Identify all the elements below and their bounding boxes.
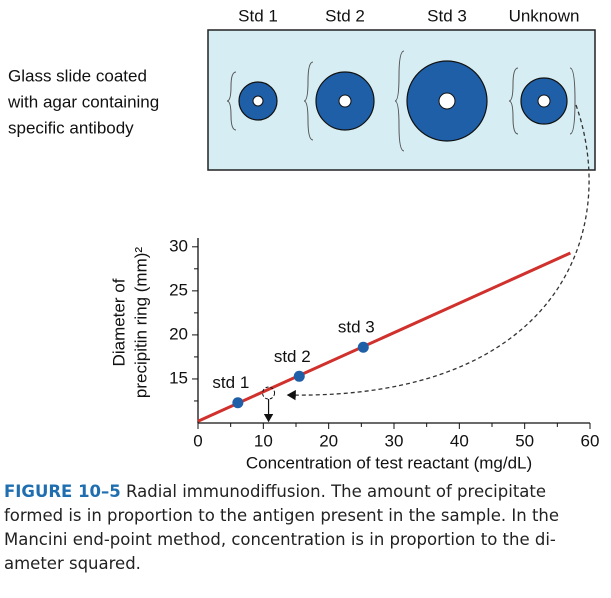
x-tick-label: 60: [581, 431, 600, 450]
y-tick-label: 25: [169, 280, 188, 299]
point: [357, 341, 369, 353]
chart: 0 10 20 30 40 50 60 15 20 25 30 Concentration of te…: [109, 236, 599, 472]
slide-label: with agar containing: [7, 92, 159, 111]
bracket: [508, 67, 519, 135]
y-tick-label: 20: [169, 324, 188, 343]
bracket: [394, 50, 405, 152]
well-label: Std 3: [427, 6, 467, 25]
fit-line: [197, 251, 572, 423]
caption-text: Radial immunodiffusion. The amount of pr…: [120, 482, 547, 501]
point: [232, 397, 244, 409]
bracket: [226, 71, 237, 131]
point-label: std 2: [274, 347, 311, 366]
caption-text: formed is in proportion to the antigen p…: [4, 506, 560, 525]
well-label: Std 1: [238, 6, 278, 25]
y-axis-label: precipitin ring (mm)²: [131, 247, 150, 398]
caption: FIGURE 10–5 Radial immunodiffusion. The …: [4, 480, 608, 576]
wells: Std 1 Std 2 Std 3 Unknown: [226, 6, 580, 152]
caption-text: Mancini end-point method, concentration …: [4, 530, 556, 549]
figure-label: FIGURE 10–5: [4, 482, 121, 501]
point-label: std 1: [212, 373, 249, 392]
well: [537, 94, 551, 108]
point-label: std 3: [338, 318, 375, 337]
slide-label: Glass slide coated: [8, 66, 147, 85]
y-axis-label: Diameter of: [109, 278, 128, 366]
well: [438, 92, 456, 110]
well: [252, 95, 264, 107]
x-tick-label: 40: [450, 431, 469, 450]
x-tick-label: 0: [193, 431, 202, 450]
y-tick-label: 30: [169, 236, 188, 255]
y-tick-label: 15: [169, 368, 188, 387]
caption-text: ameter squared.: [4, 554, 141, 573]
transfer-arrow: [286, 104, 590, 401]
well-label: Unknown: [509, 6, 580, 25]
x-tick-label: 10: [254, 431, 273, 450]
well: [338, 94, 352, 108]
x-tick-label: 50: [515, 431, 534, 450]
x-tick-label: 30: [385, 431, 404, 450]
point: [293, 370, 305, 382]
x-axis-label: Concentration of test reactant (mg/dL): [246, 453, 532, 472]
bracket: [569, 67, 576, 135]
slide-label: specific antibody: [8, 118, 134, 137]
well-label: Std 2: [325, 6, 365, 25]
unknown-point: [262, 386, 276, 400]
x-tick-label: 20: [319, 431, 338, 450]
bracket: [303, 61, 314, 141]
figure: Std 1 Std 2 Std 3 Unknown Glass slide coate…: [7, 6, 599, 472]
